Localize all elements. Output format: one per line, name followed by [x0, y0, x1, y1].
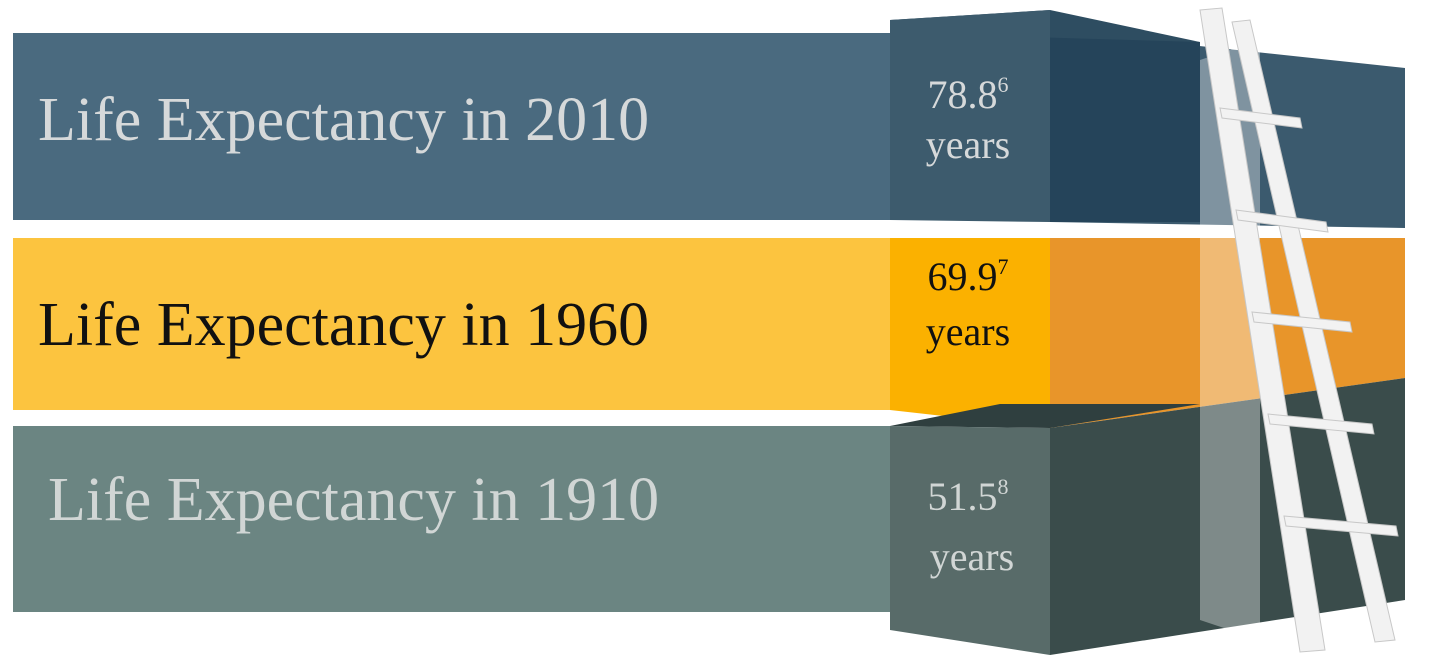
row-unit: years	[926, 309, 1010, 354]
value: 51.5	[928, 474, 998, 519]
row-unit: years	[930, 534, 1014, 579]
block-front	[890, 10, 1050, 222]
ladder-rung	[1251, 311, 1353, 333]
block-side	[1050, 30, 1200, 222]
value: 69.9	[928, 254, 998, 299]
band-face	[13, 33, 890, 220]
band-side	[1050, 378, 1405, 655]
band-2010: Life Expectancy in 2010 78.86 years	[13, 10, 1405, 228]
row-label: Life Expectancy in 1910	[48, 466, 659, 534]
row-value: 51.58	[928, 474, 1009, 519]
ladder-rung	[1283, 515, 1399, 537]
ladder	[1199, 7, 1399, 653]
ladder-rail	[1199, 7, 1326, 653]
ladder-rung	[1267, 413, 1375, 435]
value: 78.8	[928, 72, 998, 117]
block-top	[890, 404, 1200, 428]
row-label: Life Expectancy in 2010	[38, 86, 649, 154]
row-unit: years	[926, 122, 1010, 167]
band-1960: Life Expectancy in 1960 69.97 years	[13, 238, 1405, 428]
ladder-rung	[1235, 209, 1329, 233]
row-value: 78.86	[928, 72, 1009, 117]
band-face	[13, 426, 890, 612]
ladder-rail	[1231, 19, 1396, 643]
band-face	[13, 238, 890, 410]
row-label: Life Expectancy in 1960	[38, 291, 649, 359]
ladder-rung	[1219, 107, 1303, 129]
footnote: 8	[998, 474, 1009, 499]
footnote: 7	[998, 254, 1009, 279]
band-1910: Life Expectancy in 1910 51.58 years	[13, 378, 1405, 655]
block-front	[890, 238, 1050, 428]
row-value: 69.97	[928, 254, 1009, 299]
footnote: 6	[998, 72, 1009, 97]
block-front	[890, 426, 1050, 655]
